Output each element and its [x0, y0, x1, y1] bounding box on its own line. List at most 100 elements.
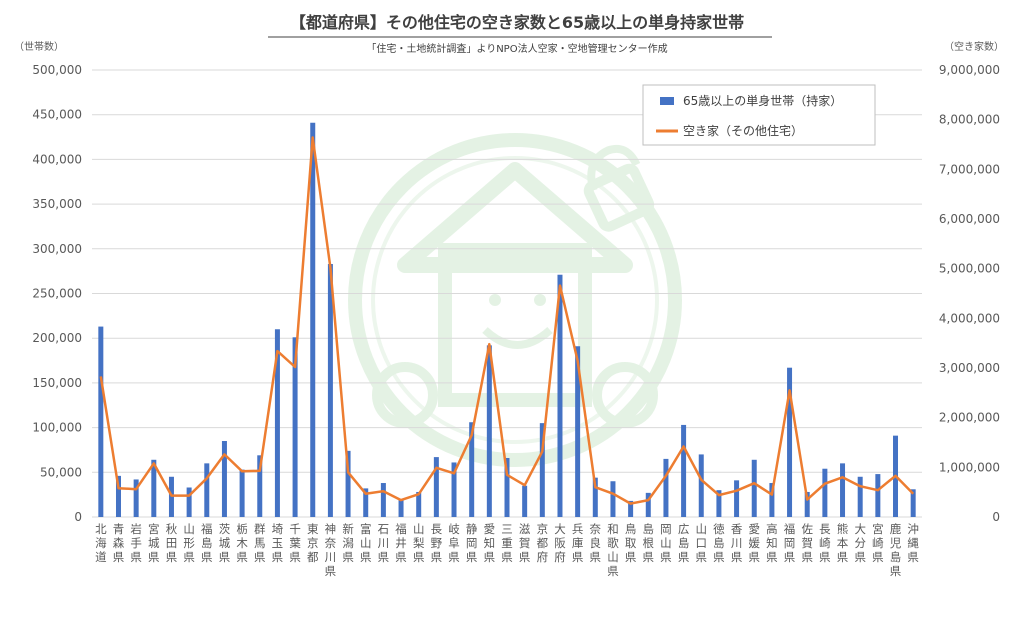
- category-label: 山形県: [183, 522, 195, 564]
- bar-東京都: [310, 122, 316, 517]
- bar-山口県: [698, 454, 704, 517]
- right-tick-label: 6,000,000: [939, 212, 1000, 226]
- category-label: 沖縄県: [907, 522, 919, 564]
- left-tick-label: 500,000: [32, 63, 82, 77]
- bar-愛知県: [486, 345, 492, 517]
- bar-大分県: [857, 476, 863, 517]
- bar-石川県: [380, 483, 386, 517]
- left-tick-label: 300,000: [32, 242, 82, 256]
- legend-bar-label: 65歳以上の単身世帯（持家）: [683, 93, 842, 108]
- bar-富山県: [363, 488, 369, 517]
- category-label: 宮城県: [148, 522, 160, 564]
- bar-高知県: [769, 483, 775, 517]
- right-tick-label: 5,000,000: [939, 262, 1000, 276]
- bar-岡山県: [663, 458, 669, 517]
- category-label: 兵庫県: [572, 522, 584, 564]
- bar-熊本県: [840, 463, 846, 517]
- category-label: 愛媛県: [748, 522, 760, 564]
- category-label: 青森県: [113, 522, 125, 564]
- house-logo-watermark: [348, 133, 682, 467]
- bar-宮崎県: [875, 474, 881, 517]
- category-label: 北海道: [95, 522, 107, 564]
- bar-福岡県: [787, 367, 793, 517]
- bar-沖縄県: [910, 489, 916, 517]
- left-axis-unit: （世帯数）: [14, 40, 64, 53]
- bar-群馬県: [257, 455, 263, 517]
- category-label: 香川県: [731, 522, 743, 564]
- category-label: 広島県: [678, 522, 690, 564]
- bar-大阪府: [557, 274, 563, 517]
- category-label: 長崎県: [819, 522, 831, 564]
- category-label: 千葉県: [289, 522, 301, 564]
- category-label: 鹿児島県: [890, 522, 902, 578]
- left-tick-label: 0: [74, 510, 82, 524]
- legend: 65歳以上の単身世帯（持家） 空き家（その他住宅）: [642, 84, 876, 146]
- category-label: 福岡県: [784, 522, 796, 564]
- right-tick-label: 4,000,000: [939, 311, 1000, 325]
- bar-福島県: [204, 463, 210, 517]
- bar-神奈川県: [327, 263, 333, 517]
- category-label: 静岡県: [466, 522, 478, 564]
- category-label: 三重県: [501, 522, 513, 564]
- bar-千葉県: [292, 337, 298, 517]
- bar-広島県: [681, 424, 687, 517]
- bar-宮城県: [151, 459, 157, 517]
- left-tick-label: 150,000: [32, 376, 82, 390]
- bar-岩手県: [133, 479, 139, 517]
- bar-鳥取県: [628, 500, 634, 517]
- bar-茨城県: [221, 441, 227, 517]
- category-label: 群馬県: [254, 522, 266, 564]
- left-tick-label: 100,000: [32, 421, 82, 435]
- category-label: 埼玉県: [272, 522, 284, 564]
- category-label: 熊本県: [837, 522, 849, 564]
- right-tick-label: 7,000,000: [939, 162, 1000, 176]
- category-label: 奈良県: [590, 522, 602, 564]
- category-label: 滋賀県: [519, 522, 531, 564]
- bar-兵庫県: [575, 346, 581, 517]
- category-label: 新潟県: [342, 522, 354, 564]
- right-tick-label: 9,000,000: [939, 63, 1000, 77]
- right-axis-ticks: 0 1,000,000 2,000,000 3,000,000 4,000,000 5,0…: [939, 63, 1000, 524]
- left-tick-label: 450,000: [32, 108, 82, 122]
- chart-title: 【都道府県】その他住宅の空き家数と65歳以上の単身持家世帯: [290, 13, 744, 32]
- bar-長崎県: [822, 468, 828, 517]
- left-tick-label: 350,000: [32, 197, 82, 211]
- bar-滋賀県: [522, 485, 528, 517]
- category-label: 茨城県: [219, 522, 231, 564]
- right-tick-label: 1,000,000: [939, 460, 1000, 474]
- bar-京都府: [539, 423, 545, 517]
- bar-三重県: [504, 457, 510, 517]
- category-label: 島根県: [643, 522, 655, 564]
- legend-box: [642, 84, 876, 146]
- category-label: 佐賀県: [801, 522, 813, 564]
- line-series: [99, 136, 915, 505]
- bar-山梨県: [416, 491, 422, 517]
- left-tick-label: 50,000: [40, 465, 82, 479]
- bar-長野県: [433, 457, 439, 517]
- bar-徳島県: [716, 490, 722, 517]
- category-label: 大阪府: [554, 522, 566, 564]
- right-tick-label: 8,000,000: [939, 113, 1000, 127]
- bar-福井県: [398, 500, 404, 517]
- category-label: 栃木県: [236, 522, 248, 564]
- left-tick-label: 400,000: [32, 152, 82, 166]
- category-label: 山口県: [696, 522, 708, 564]
- category-label: 神奈川県: [325, 522, 337, 578]
- bar-島根県: [645, 492, 651, 517]
- category-label: 岡山県: [660, 522, 672, 564]
- bar-新潟県: [345, 450, 351, 517]
- bar-栃木県: [239, 469, 245, 517]
- category-label: 富山県: [360, 522, 372, 564]
- legend-line-label: 空き家（その他住宅）: [683, 123, 803, 138]
- bar-青森県: [115, 475, 121, 517]
- category-label: 愛知県: [484, 522, 496, 564]
- category-labels: 北海道青森県岩手県宮城県秋田県山形県福島県茨城県栃木県群馬県埼玉県千葉県東京都神…: [95, 522, 919, 578]
- category-label: 石川県: [378, 522, 390, 564]
- right-axis-unit: （空き家数）: [944, 40, 1004, 53]
- bar-北海道: [98, 326, 104, 517]
- category-label: 和歌山県: [607, 522, 619, 578]
- category-label: 福島県: [201, 522, 213, 564]
- bar-静岡県: [469, 422, 475, 517]
- bar-奈良県: [592, 477, 598, 517]
- category-label: 岐阜県: [448, 522, 460, 564]
